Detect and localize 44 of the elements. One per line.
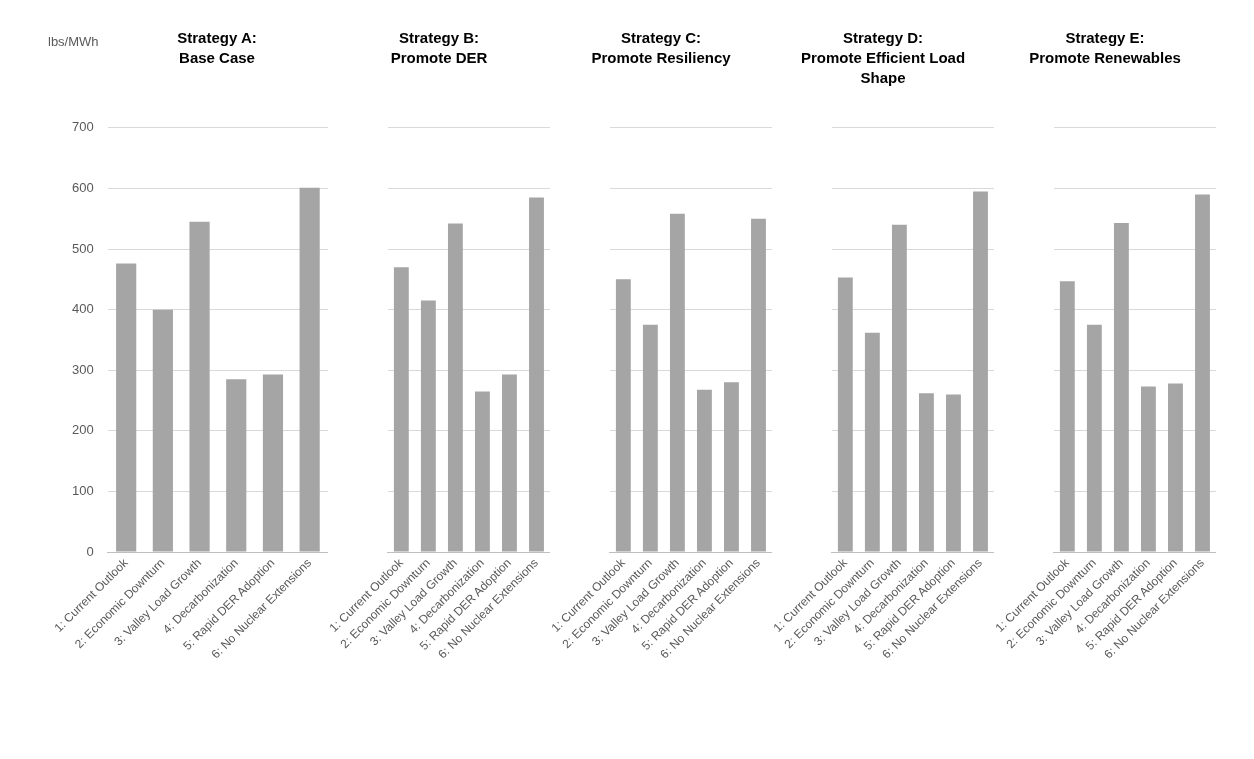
- bar: [751, 218, 766, 552]
- y-tick-label: 700: [72, 119, 94, 135]
- bar: [891, 224, 907, 552]
- bar: [918, 393, 934, 552]
- bar: [262, 374, 284, 552]
- bar: [1086, 324, 1102, 552]
- bar: [973, 191, 988, 552]
- bar: [864, 332, 880, 552]
- bar: [393, 267, 409, 552]
- bar: [669, 213, 685, 552]
- bar: [724, 382, 739, 552]
- chart-title: Strategy E: Promote Renewables: [1028, 28, 1182, 68]
- chart-title: Strategy B: Promote DER: [389, 28, 489, 68]
- chart-title: Strategy A: Base Case: [176, 28, 258, 68]
- bar: [1168, 383, 1183, 552]
- y-tick-label: 300: [72, 361, 94, 377]
- bar: [529, 197, 544, 552]
- y-tick-label: 400: [72, 301, 94, 317]
- bar: [642, 324, 658, 552]
- y-tick-label: 0: [86, 543, 94, 559]
- bar: [946, 394, 961, 552]
- bar: [615, 279, 631, 552]
- bar: [502, 374, 517, 552]
- bar: [474, 391, 490, 552]
- y-tick-label: 600: [72, 179, 94, 195]
- bar: [696, 389, 712, 552]
- bar: [189, 221, 210, 552]
- bar: [116, 263, 137, 552]
- bar: [1059, 281, 1075, 552]
- y-tick-label: 200: [72, 422, 94, 438]
- bar: [420, 300, 436, 552]
- bar: [1195, 194, 1210, 552]
- y-tick-label: 100: [72, 483, 94, 499]
- y-axis-title: lbs/MWh: [48, 34, 99, 49]
- bar: [1140, 386, 1156, 552]
- bar: [837, 277, 853, 552]
- chart-title: Strategy C: Promote Resiliency: [590, 28, 732, 68]
- chart-title: Strategy D: Promote Efficient Load Shape: [799, 28, 967, 88]
- bar: [447, 223, 463, 552]
- bar: [1113, 222, 1129, 552]
- bar: [299, 187, 320, 552]
- bar: [152, 309, 173, 552]
- y-tick-label: 500: [72, 240, 94, 256]
- bar: [226, 379, 247, 552]
